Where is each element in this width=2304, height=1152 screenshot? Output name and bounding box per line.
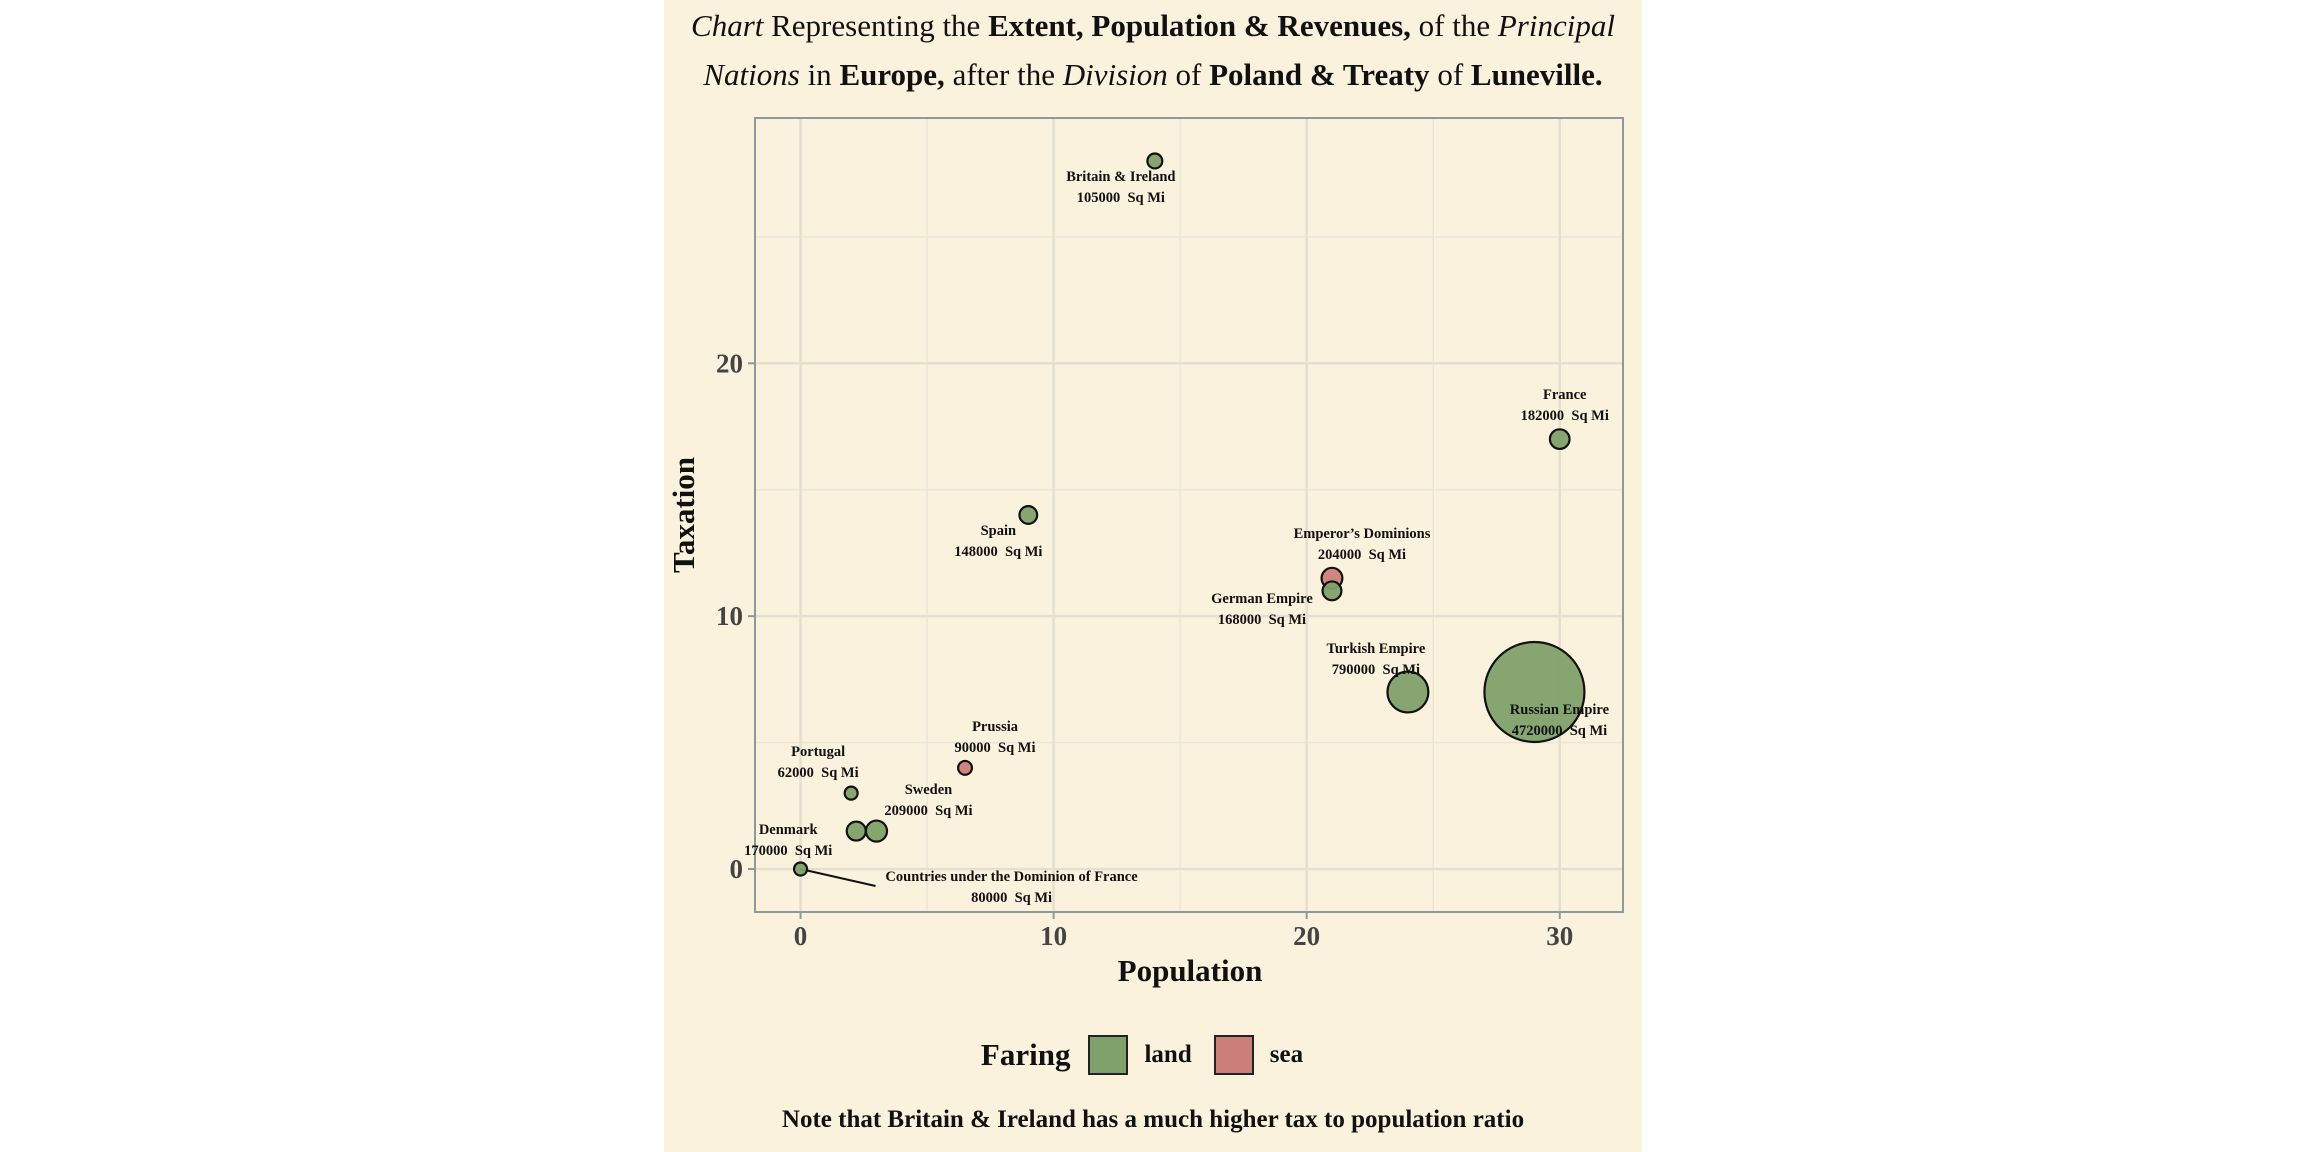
title-fragment: in bbox=[799, 57, 840, 92]
point-label-area: 790000 Sq Mi bbox=[1332, 662, 1420, 678]
bubble-point bbox=[843, 785, 859, 801]
point-label-area: 4720000 Sq Mi bbox=[1512, 723, 1607, 739]
leader-layer bbox=[800, 868, 876, 887]
point-label-name: Spain bbox=[981, 523, 1016, 539]
point-label-area: 168000 Sq Mi bbox=[1218, 612, 1306, 628]
y-axis-title: Taxation bbox=[666, 457, 701, 573]
x-tick-label: 0 bbox=[794, 921, 808, 951]
legend-item-land: land bbox=[1088, 1035, 1192, 1075]
x-tick-label: 30 bbox=[1546, 921, 1573, 951]
title-fragment: Principal bbox=[1497, 8, 1615, 43]
label-leader-line bbox=[800, 868, 876, 887]
bubble-point bbox=[1386, 670, 1430, 714]
legend-swatch-land bbox=[1088, 1035, 1129, 1075]
point-label-area: 182000 Sq Mi bbox=[1521, 408, 1609, 424]
title-fragment: of bbox=[1429, 57, 1471, 92]
point-label-name: German Empire bbox=[1211, 591, 1313, 607]
chart-panel: Chart Representing the Extent, Populatio… bbox=[664, 0, 1642, 1152]
y-tick-label: 10 bbox=[716, 601, 743, 631]
axis-layer: 0 10 20 30 0 10 20 bbox=[716, 348, 1573, 951]
title-fragment: Europe, bbox=[839, 57, 945, 92]
point-label-name: Emperor’s Dominions bbox=[1294, 526, 1431, 542]
title-fragment: Luneville. bbox=[1470, 57, 1603, 92]
title-fragment: Nations bbox=[703, 57, 800, 92]
bubble-point bbox=[1321, 580, 1343, 602]
bubble-point bbox=[1018, 505, 1039, 525]
x-tick-label: 10 bbox=[1040, 921, 1067, 951]
point-label-name: Countries under the Dominion of France bbox=[885, 869, 1138, 885]
legend-swatch-sea bbox=[1213, 1035, 1254, 1075]
label-layer: Britain & Ireland 105000 Sq Mi France 18200… bbox=[744, 169, 1609, 906]
legend-label-sea: sea bbox=[1269, 1041, 1304, 1068]
point-label-area: 209000 Sq Mi bbox=[884, 803, 972, 819]
legend-item-sea: sea bbox=[1213, 1035, 1304, 1075]
x-axis-title: Population bbox=[1118, 953, 1263, 988]
y-tick-label: 0 bbox=[730, 854, 744, 884]
title-fragment: of bbox=[1167, 57, 1210, 92]
title-fragment: after the bbox=[944, 57, 1063, 92]
point-label-name: Denmark bbox=[759, 822, 819, 838]
legend-title: Faring bbox=[980, 1037, 1071, 1072]
bubble-point bbox=[1483, 640, 1586, 744]
chart-title-line-2: Nations in Europe, after the Division of… bbox=[664, 57, 1642, 93]
title-fragment: Extent, Population & Revenues, bbox=[988, 8, 1411, 43]
title-fragment: Representing the bbox=[763, 8, 989, 43]
title-fragment: Poland & Treaty bbox=[1209, 57, 1430, 92]
scatter-chart: 0 10 20 30 0 10 20 Britain & Ireland 105000 Sq … bbox=[666, 117, 1624, 988]
point-label-area: 105000 Sq Mi bbox=[1077, 190, 1165, 206]
title-fragment: Division bbox=[1062, 57, 1168, 92]
grid-layer bbox=[755, 118, 1623, 912]
point-label-name: Portugal bbox=[791, 744, 845, 760]
point-layer bbox=[792, 152, 1586, 877]
legend: Faring land sea bbox=[664, 1035, 1642, 1075]
point-label-area: 62000 Sq Mi bbox=[778, 765, 859, 781]
point-label-area: 170000 Sq Mi bbox=[744, 843, 832, 859]
bubble-point bbox=[792, 861, 809, 877]
point-label-name: Sweden bbox=[905, 782, 953, 798]
point-label-name: Prussia bbox=[972, 719, 1019, 735]
plot-border bbox=[754, 117, 1624, 913]
legend-label-land: land bbox=[1144, 1041, 1192, 1068]
point-label-name: France bbox=[1543, 387, 1587, 403]
bubble-point bbox=[1146, 152, 1164, 170]
title-fragment: of the bbox=[1410, 8, 1498, 43]
point-label-name: Russian Empire bbox=[1510, 702, 1610, 718]
y-tick-label: 20 bbox=[716, 348, 743, 378]
point-label-name: Britain & Ireland bbox=[1066, 169, 1175, 185]
bubble-point bbox=[1548, 428, 1571, 451]
bubble-point bbox=[864, 819, 889, 843]
chart-title-line-1: Chart Representing the Extent, Populatio… bbox=[664, 8, 1642, 44]
point-label-area: 80000 Sq Mi bbox=[971, 890, 1052, 906]
point-label-area: 148000 Sq Mi bbox=[954, 544, 1042, 560]
point-label-area: 90000 Sq Mi bbox=[955, 740, 1036, 756]
bubble-point bbox=[845, 820, 867, 842]
title-fragment: Chart bbox=[691, 8, 764, 43]
bubble-point bbox=[957, 759, 974, 776]
point-label-name: Turkish Empire bbox=[1327, 641, 1426, 657]
x-tick-label: 20 bbox=[1293, 921, 1320, 951]
chart-note: Note that Britain & Ireland has a much h… bbox=[781, 1106, 1525, 1133]
point-label-area: 204000 Sq Mi bbox=[1318, 547, 1406, 563]
